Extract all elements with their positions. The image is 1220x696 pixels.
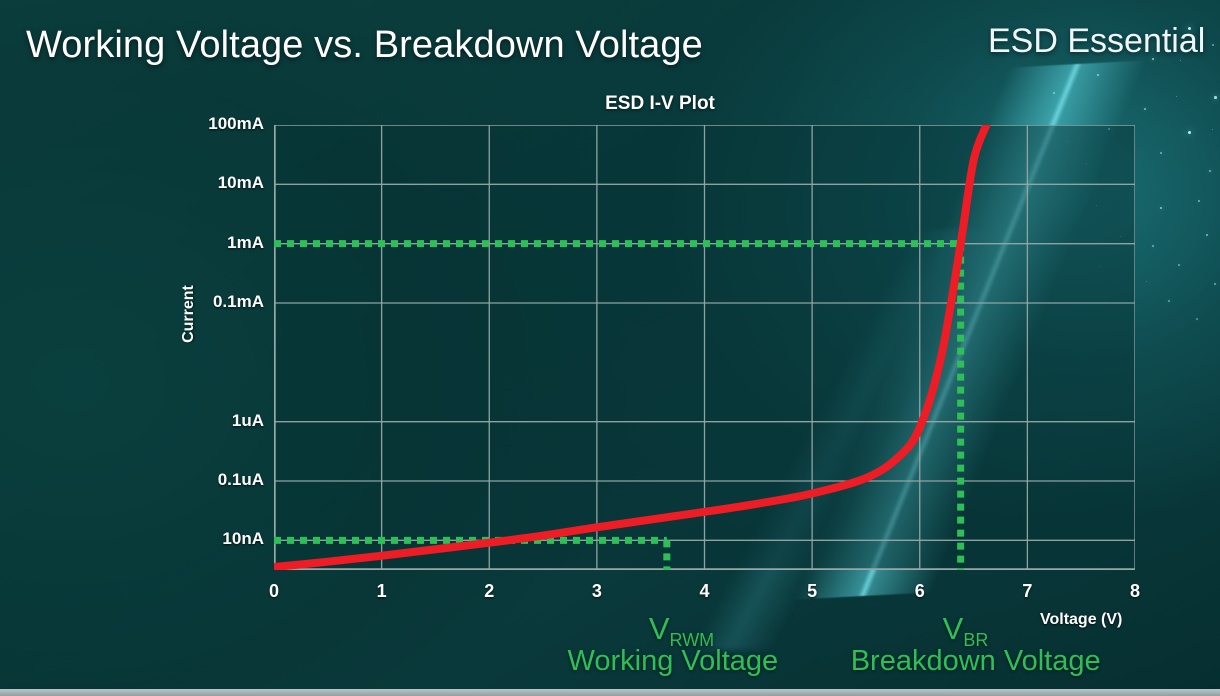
star-particle (1214, 283, 1216, 285)
vbr-symbol-letter: V (942, 611, 964, 646)
y-axis-tick-label: 10mA (217, 173, 264, 193)
star-particle (1188, 131, 1192, 135)
y-axis-tick-label: 0.1uA (217, 470, 264, 489)
x-axis-tick-label: 2 (484, 581, 495, 601)
star-particle (1178, 264, 1180, 266)
y-axis-tick-label: 100mA (208, 114, 264, 133)
x-axis-tick-label: 4 (699, 581, 710, 601)
x-axis-tick-label: 8 (1129, 581, 1140, 601)
x-axis-tick-label: 0 (268, 581, 279, 601)
vrwm-symbol: VRWM (649, 611, 714, 651)
vrwm-symbol-letter: V (648, 611, 670, 646)
x-axis-tick-label: 1 (376, 581, 387, 601)
chart-title-text: ESD I-V Plot (605, 93, 715, 114)
vbr-symbol-subscript: BR (963, 630, 989, 651)
y-axis-tick-label: 1mA (227, 232, 264, 252)
chart-title: ESD I-V Plot (0, 93, 1220, 115)
star-particle (1168, 300, 1170, 302)
y-axis-tick-label: 10nA (222, 529, 264, 549)
star-particle (1146, 281, 1148, 283)
star-particle (1212, 129, 1214, 131)
star-particle (1152, 245, 1154, 247)
chart-plot-area (274, 125, 1135, 570)
x-axis-tick-label: 6 (914, 581, 925, 601)
star-particle (1209, 170, 1211, 172)
vrwm-label: Working Voltage (567, 645, 779, 677)
vbr-label: Breakdown Voltage (850, 645, 1101, 677)
page-title: Working Voltage vs. Breakdown Voltage (26, 24, 703, 66)
star-particle (1160, 207, 1163, 210)
x-axis-label: Voltage (V) (1040, 611, 1123, 628)
deck-title: ESD Essential (988, 22, 1206, 60)
iv-curve-svg (274, 125, 1135, 570)
y-axis-tick-label: 1uA (231, 410, 264, 430)
star-particle (1212, 44, 1214, 46)
slide-bottom-strip (0, 689, 1220, 696)
y-axis-tick-label: 0.1mA (212, 292, 264, 311)
star-particle (1160, 152, 1162, 154)
x-axis-tick-label: 7 (1022, 581, 1033, 601)
vbr-symbol: VBR (943, 611, 989, 651)
x-axis-tick-label: 3 (591, 581, 602, 601)
x-axis-tick-label: 5 (807, 581, 818, 601)
iv-curve-path (274, 125, 991, 570)
vrwm-symbol-subscript: RWM (669, 630, 715, 651)
star-particle (1196, 318, 1198, 320)
star-particle (1206, 234, 1209, 237)
star-particle (1198, 200, 1200, 202)
star-particle (1097, 74, 1099, 76)
